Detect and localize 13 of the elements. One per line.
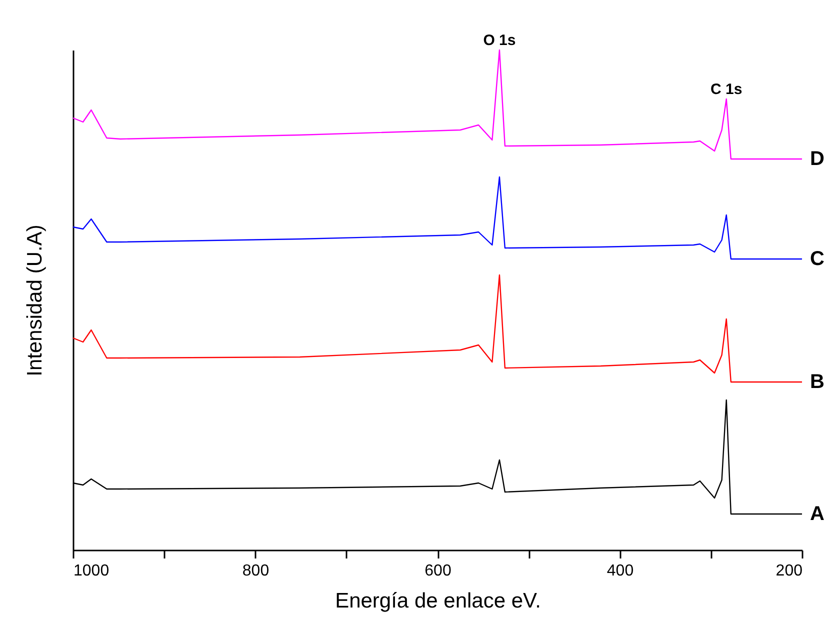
y-axis-title: Intensidad (U.A) [24, 224, 46, 376]
x-tick-label: 1000 [74, 562, 110, 580]
x-tick-label: 200 [776, 562, 803, 580]
x-axis-title: Energía de enlace eV. [335, 590, 541, 612]
x-tick-label: 600 [424, 562, 452, 580]
annotation: C 1s [710, 81, 742, 98]
x-tick-label: 400 [606, 562, 634, 580]
x-tick-label: 800 [242, 562, 270, 580]
series-label: D [810, 148, 824, 170]
series-label: B [810, 371, 824, 393]
series-label: C [810, 248, 824, 270]
series-label: A [810, 503, 824, 525]
annotation: O 1s [483, 32, 516, 49]
